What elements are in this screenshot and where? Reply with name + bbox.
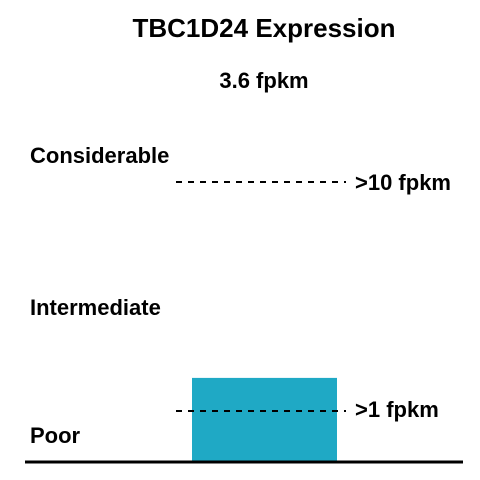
level-label-intermediate: Intermediate — [30, 295, 161, 320]
threshold-label-10-fpkm: >10 fpkm — [355, 170, 451, 195]
level-label-poor: Poor — [30, 423, 81, 448]
threshold-label-1-fpkm: >1 fpkm — [355, 397, 439, 422]
expression-bar — [192, 377, 337, 462]
expression-value-label: 3.6 fpkm — [219, 68, 308, 93]
level-label-considerable: Considerable — [30, 143, 169, 168]
chart-title: TBC1D24 Expression — [133, 13, 396, 43]
